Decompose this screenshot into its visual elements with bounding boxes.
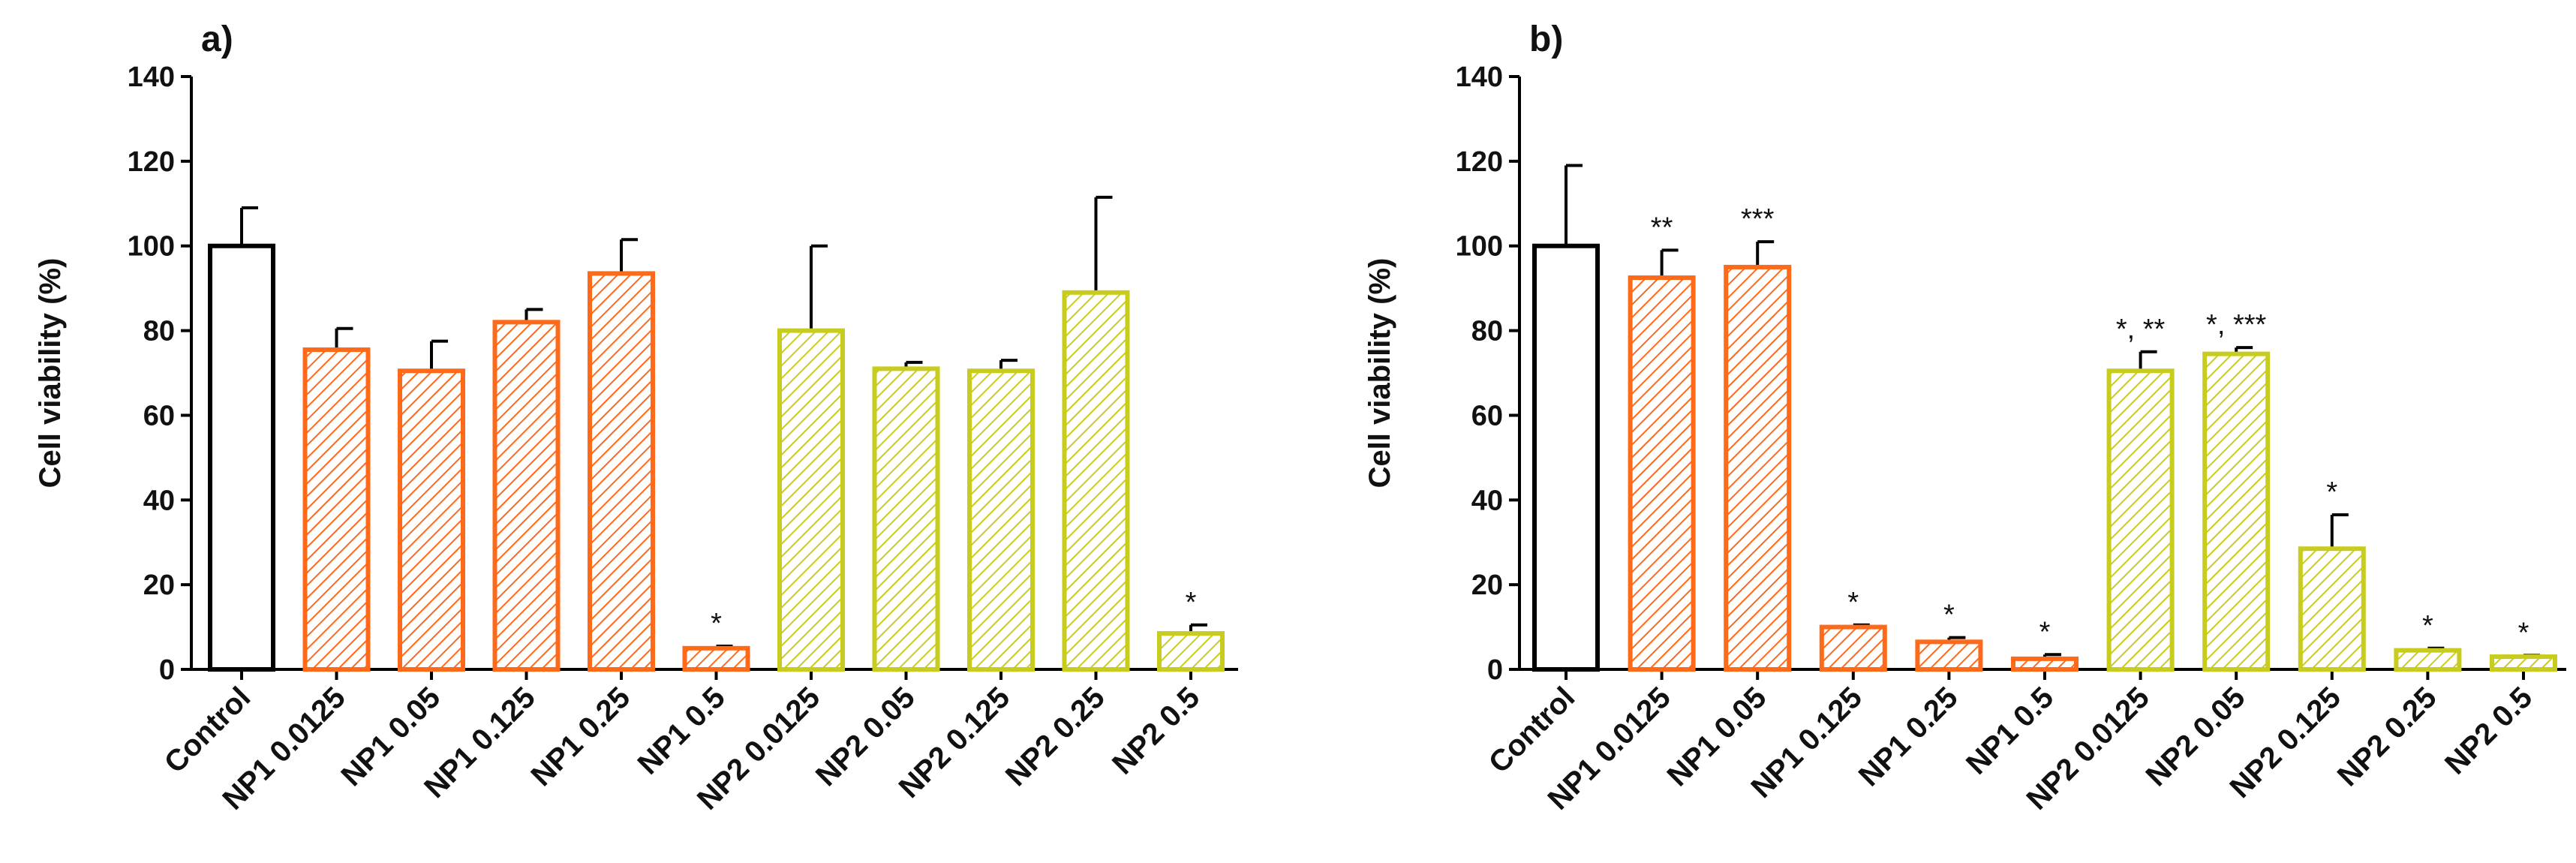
y-tick-label: 0 bbox=[159, 654, 175, 686]
bar-np1-0-5 bbox=[682, 645, 750, 672]
significance-label: * bbox=[1943, 600, 1955, 631]
y-axis-title: Cell viability (%) bbox=[34, 258, 67, 489]
bar-control bbox=[208, 243, 275, 672]
y-tick-label: 100 bbox=[1456, 231, 1503, 263]
bar-np1-0-25 bbox=[588, 271, 655, 672]
y-tick-label: 100 bbox=[128, 231, 175, 263]
category-label: NP1 0.5 bbox=[1960, 681, 2060, 780]
bar-np1-0-125 bbox=[492, 320, 561, 672]
y-tick-label: 20 bbox=[143, 570, 175, 601]
significance-label: * bbox=[1847, 587, 1859, 618]
significance-label: * bbox=[2326, 477, 2337, 508]
y-tick-label: 20 bbox=[1471, 570, 1503, 601]
significance-label: *, *** bbox=[2206, 309, 2266, 341]
bar-np1-0-0125 bbox=[302, 347, 371, 672]
y-axis-title: Cell viability (%) bbox=[1363, 258, 1396, 489]
y-tick-label: 0 bbox=[1487, 654, 1503, 686]
bar-np1-0-0125 bbox=[1628, 275, 1696, 672]
y-tick-label: 140 bbox=[128, 62, 175, 93]
bar-np2-0-25 bbox=[2394, 648, 2462, 672]
bar-np2-0-125 bbox=[2298, 546, 2366, 672]
bar-np2-0-0125 bbox=[2106, 368, 2175, 672]
panel-label: b) bbox=[1529, 20, 1563, 59]
y-tick-label: 40 bbox=[1471, 485, 1503, 516]
y-tick-label: 120 bbox=[128, 146, 175, 178]
bar-np1-0-05 bbox=[1724, 264, 1792, 672]
y-tick-label: 140 bbox=[1456, 62, 1503, 93]
significance-label: * bbox=[2039, 616, 2051, 648]
chart-panel-b: b) Cell viability (%) 0 20 40 60 80 100 120 140 Co… bbox=[1363, 20, 2566, 816]
significance-label: *, ** bbox=[2116, 314, 2166, 345]
y-tick-label: 80 bbox=[1471, 316, 1503, 347]
significance-label: * bbox=[1186, 587, 1197, 618]
category-label: NP2 0.25 bbox=[2331, 681, 2443, 792]
significance-label: * bbox=[2422, 610, 2433, 642]
category-label: NP2 0.5 bbox=[2439, 681, 2538, 780]
category-label: NP1 0.25 bbox=[1853, 681, 1964, 792]
bar-np1-0-05 bbox=[398, 368, 465, 672]
chart-panel-a: a) Cell viability (%) 0 20 40 60 80 100 120 140 Co… bbox=[34, 20, 1238, 816]
significance-label: *** bbox=[1741, 203, 1775, 235]
significance-label: ** bbox=[1651, 212, 1673, 243]
category-label: NP1 0.25 bbox=[525, 681, 636, 792]
category-label: Control bbox=[1483, 681, 1582, 780]
significance-label: * bbox=[711, 608, 722, 639]
y-tick-label: 80 bbox=[143, 316, 175, 347]
significance-label: * bbox=[2518, 617, 2529, 648]
bar-control bbox=[1532, 243, 1600, 672]
y-tick-label: 60 bbox=[1471, 400, 1503, 432]
y-tick-label: 120 bbox=[1456, 146, 1503, 178]
bar-np2-0-0125 bbox=[777, 328, 845, 672]
bar-np2-0-25 bbox=[1062, 290, 1130, 672]
y-tick-label: 40 bbox=[143, 485, 175, 516]
category-label: NP1 0.5 bbox=[632, 681, 732, 780]
bar-np1-0-5 bbox=[2011, 656, 2079, 672]
bar-np1-0-25 bbox=[1915, 639, 1983, 672]
bar-np2-0-05 bbox=[872, 366, 940, 672]
bar-np2-0-5 bbox=[2490, 654, 2557, 672]
category-label: Control bbox=[158, 681, 257, 780]
category-label: NP2 0.5 bbox=[1106, 681, 1206, 780]
bar-np1-0-125 bbox=[1819, 624, 1887, 672]
bar-np2-0-05 bbox=[2202, 351, 2271, 672]
category-label: NP2 0.25 bbox=[999, 681, 1111, 792]
panel-label: a) bbox=[201, 20, 233, 59]
bar-np2-0-125 bbox=[967, 368, 1035, 672]
y-tick-label: 60 bbox=[143, 400, 175, 432]
bar-np2-0-5 bbox=[1157, 631, 1225, 672]
